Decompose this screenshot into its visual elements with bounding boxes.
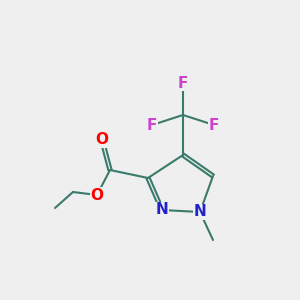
Text: N: N	[194, 205, 206, 220]
Text: F: F	[178, 76, 188, 91]
Text: N: N	[156, 202, 168, 217]
Text: F: F	[147, 118, 157, 133]
Text: O: O	[91, 188, 103, 202]
Text: O: O	[95, 133, 109, 148]
Text: F: F	[209, 118, 219, 133]
